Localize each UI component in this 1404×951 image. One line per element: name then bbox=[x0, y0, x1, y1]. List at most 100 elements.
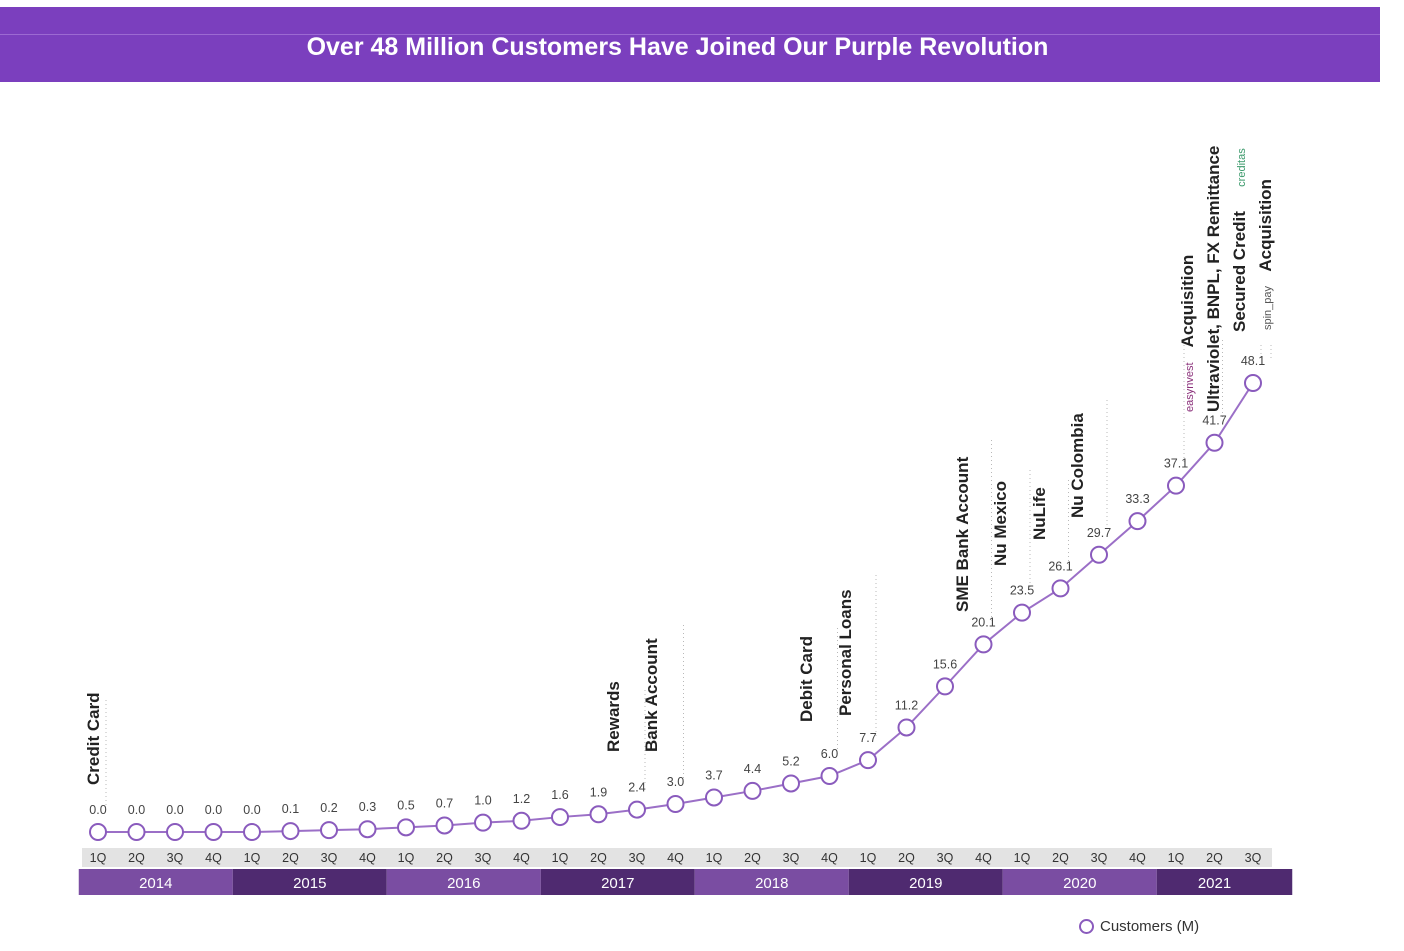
annotation-text: Rewards bbox=[604, 681, 623, 752]
data-point bbox=[512, 811, 531, 830]
quarter-label: 1Q bbox=[860, 851, 877, 865]
quarter-label: 2Q bbox=[1206, 851, 1223, 865]
data-label: 3.7 bbox=[705, 768, 722, 782]
quarter-label: 2Q bbox=[128, 851, 145, 865]
data-label: 0.0 bbox=[128, 803, 145, 817]
year-label: 2021 bbox=[1198, 875, 1231, 892]
data-label: 1.6 bbox=[551, 788, 568, 802]
annotation-text: SME Bank Account bbox=[953, 456, 972, 612]
data-label: 3.0 bbox=[667, 775, 684, 789]
quarter-label: 3Q bbox=[321, 851, 338, 865]
year-band bbox=[694, 869, 849, 895]
quarter-label: 3Q bbox=[475, 851, 492, 865]
quarter-label: 1Q bbox=[552, 851, 569, 865]
annotation: SME Bank Account bbox=[953, 456, 972, 612]
data-point bbox=[1128, 512, 1147, 531]
annotation-text: Debit Card bbox=[797, 636, 816, 722]
quarter-label: 4Q bbox=[821, 851, 838, 865]
data-point bbox=[1205, 433, 1224, 452]
quarter-label: 2Q bbox=[744, 851, 761, 865]
year-label: 2016 bbox=[447, 875, 480, 892]
annotation: Secured Credit creditas bbox=[1230, 148, 1249, 332]
quarter-label: 4Q bbox=[359, 851, 376, 865]
data-label: 0.1 bbox=[282, 802, 299, 816]
quarter-label: 2Q bbox=[590, 851, 607, 865]
chart-title: Over 48 Million Customers Have Joined Ou… bbox=[306, 33, 1049, 61]
annotation: Credit Card bbox=[84, 692, 103, 785]
data-label: 0.0 bbox=[243, 803, 260, 817]
quarter-label: 3Q bbox=[783, 851, 800, 865]
data-label: 20.1 bbox=[971, 615, 995, 629]
year-label: 2018 bbox=[755, 875, 788, 892]
annotation: Debit Card bbox=[797, 636, 816, 722]
quarter-label: 4Q bbox=[975, 851, 992, 865]
year-band bbox=[1002, 869, 1157, 895]
annotation: Ultraviolet, BNPL, FX Remittance bbox=[1204, 146, 1223, 412]
year-label: 2014 bbox=[139, 875, 172, 892]
quarter-label: 1Q bbox=[1168, 851, 1185, 865]
year-band bbox=[540, 869, 695, 895]
data-label: 1.9 bbox=[590, 785, 607, 799]
legend-marker-icon bbox=[1079, 918, 1094, 934]
quarter-label: 1Q bbox=[706, 851, 723, 865]
data-label: 6.0 bbox=[821, 747, 838, 761]
data-label: 1.0 bbox=[474, 794, 491, 808]
data-point bbox=[1013, 603, 1031, 622]
annotation-text: NuLife bbox=[1030, 487, 1049, 540]
data-point bbox=[1051, 579, 1070, 598]
data-point bbox=[666, 794, 685, 813]
data-label: 26.1 bbox=[1048, 559, 1072, 573]
data-label: 7.7 bbox=[859, 731, 876, 745]
annotation-text: Personal Loans bbox=[836, 589, 855, 716]
data-point bbox=[204, 823, 223, 841]
data-label: 15.6 bbox=[933, 657, 957, 671]
legend: Customers (M) bbox=[1079, 915, 1199, 937]
annotation-text: Acquisition bbox=[1256, 179, 1275, 272]
data-label: 5.2 bbox=[782, 754, 799, 768]
data-point bbox=[358, 820, 377, 839]
quarter-label: 1Q bbox=[90, 851, 107, 865]
quarter-label: 4Q bbox=[1129, 851, 1146, 865]
data-point bbox=[551, 808, 569, 827]
data-point bbox=[435, 816, 454, 835]
annotation: NuLife bbox=[1030, 487, 1049, 540]
quarter-label: 3Q bbox=[629, 851, 646, 865]
annotation: Nu Colombia bbox=[1068, 413, 1087, 518]
data-point bbox=[743, 781, 762, 800]
annotation-text: Credit Card bbox=[84, 692, 103, 785]
title-banner: Over 48 Million Customers Have Joined Ou… bbox=[0, 7, 1380, 82]
annotation-text: Acquisition bbox=[1178, 255, 1197, 348]
quarter-label: 1Q bbox=[398, 851, 415, 865]
annotation: easynvest Acquisition bbox=[1178, 255, 1197, 412]
quarter-label: 3Q bbox=[1091, 851, 1108, 865]
quarter-label: 2Q bbox=[282, 851, 299, 865]
quarter-label: 1Q bbox=[244, 851, 261, 865]
year-band bbox=[1156, 869, 1293, 895]
year-band bbox=[78, 869, 233, 895]
data-label: 0.3 bbox=[359, 800, 376, 814]
data-point bbox=[474, 813, 492, 832]
data-label: 2.4 bbox=[628, 781, 645, 795]
data-point bbox=[127, 823, 146, 841]
annotation-text: Bank Account bbox=[642, 638, 661, 752]
data-point bbox=[397, 818, 415, 837]
quarter-label: 3Q bbox=[167, 851, 184, 865]
data-point bbox=[974, 635, 993, 654]
data-point bbox=[166, 823, 184, 841]
data-label: 29.7 bbox=[1087, 526, 1111, 540]
data-point bbox=[859, 751, 877, 770]
title-divider bbox=[0, 34, 1380, 35]
data-label: 23.5 bbox=[1010, 584, 1034, 598]
data-point bbox=[936, 677, 954, 696]
data-point bbox=[820, 766, 839, 785]
year-band bbox=[232, 869, 387, 895]
data-point bbox=[89, 823, 107, 841]
annotation-text: Nu Mexico bbox=[991, 481, 1010, 566]
annotation: Personal Loans bbox=[836, 589, 855, 716]
data-point bbox=[281, 822, 300, 841]
year-label: 2019 bbox=[909, 875, 942, 892]
data-label: 11.2 bbox=[895, 698, 918, 712]
year-label: 2017 bbox=[601, 875, 634, 892]
year-band bbox=[848, 869, 1003, 895]
brand-logo-text: creditas bbox=[1236, 148, 1248, 187]
